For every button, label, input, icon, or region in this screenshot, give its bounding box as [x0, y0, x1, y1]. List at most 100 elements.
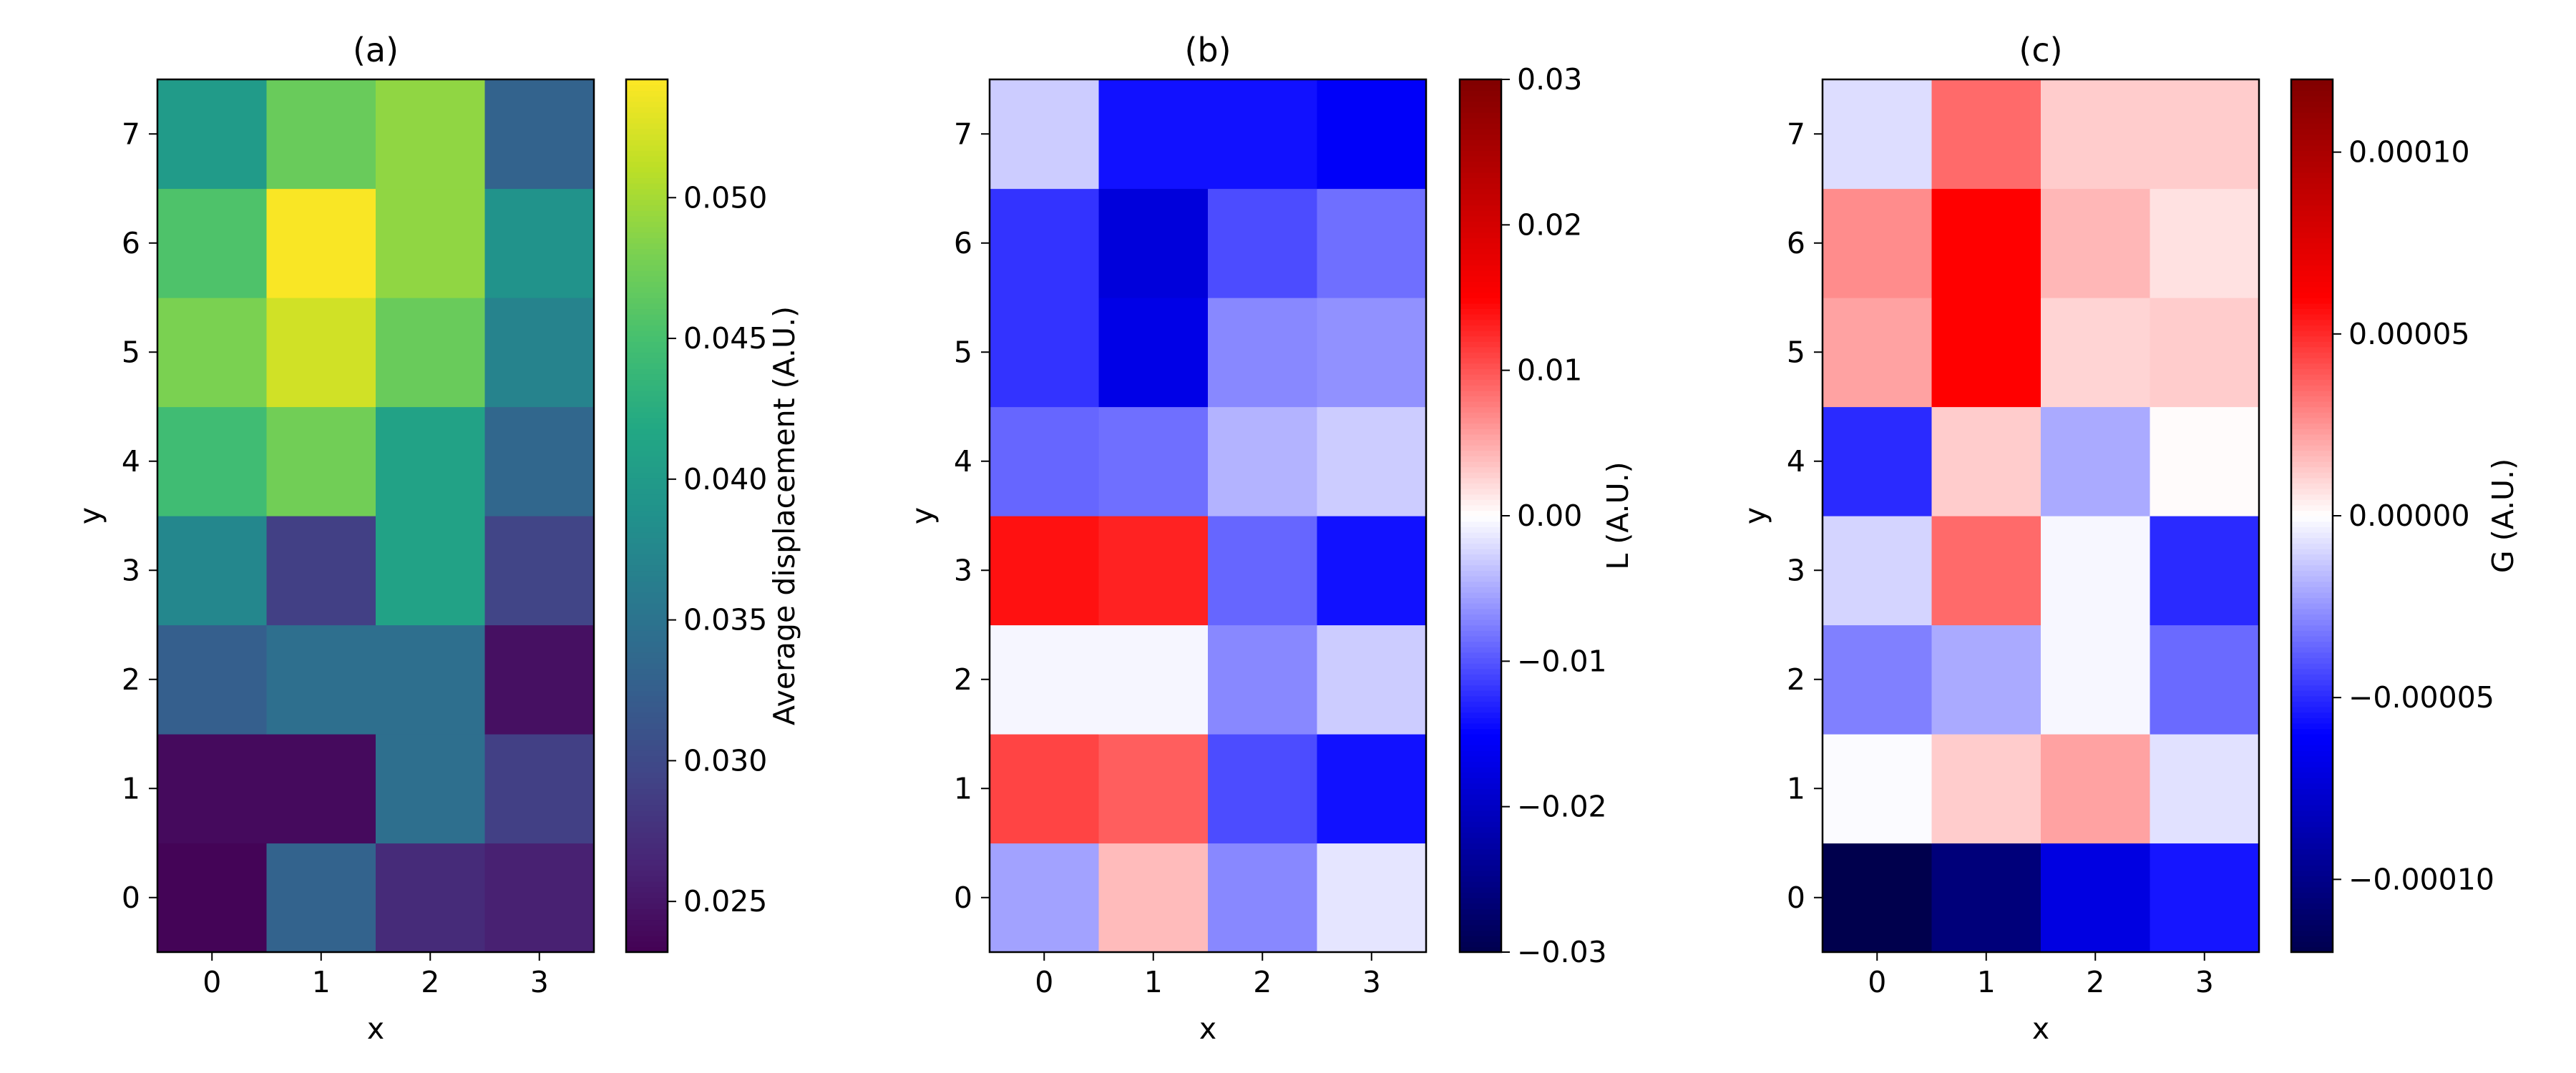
heatmap-cell — [1098, 298, 1209, 408]
colorbar-segment — [2291, 226, 2333, 233]
colorbar-segment — [1460, 941, 1501, 948]
colorbar-segment — [1460, 821, 1501, 828]
colorbar-segment — [2291, 117, 2333, 124]
colorbar-segment — [2291, 750, 2333, 757]
colorbar-segment — [2291, 685, 2333, 691]
heatmap-cell — [1823, 188, 1933, 298]
colorbar-segment — [626, 587, 668, 593]
colorbar-segment — [626, 788, 668, 795]
colorbar-segment — [2291, 144, 2333, 151]
colorbar-segment — [2291, 554, 2333, 560]
colorbar-segment — [2291, 679, 2333, 686]
heatmap-cell — [1208, 734, 1318, 844]
colorbar-segment — [626, 695, 668, 702]
colorbar-segment — [626, 368, 668, 375]
colorbar-segment — [2291, 783, 2333, 790]
colorbar-segment — [626, 826, 668, 833]
colorbar-segment — [626, 799, 668, 805]
heatmap-cell — [1931, 298, 2041, 408]
colorbar-segment — [626, 275, 668, 282]
colorbar-segment — [2291, 292, 2333, 298]
colorbar-segment — [2291, 368, 2333, 375]
colorbar-segment — [626, 84, 668, 92]
heatmap-cell — [1098, 734, 1209, 844]
colorbar-segment — [2291, 379, 2333, 386]
colorbar-segment — [1460, 668, 1501, 675]
colorbar-segment — [626, 155, 668, 162]
colorbar-segment — [1460, 254, 1501, 260]
heatmap-cell — [376, 516, 486, 626]
panel-title: (c) — [2019, 31, 2062, 69]
colorbar-segment — [1460, 843, 1501, 849]
heatmap-cell — [484, 79, 595, 190]
colorbar-segment — [1460, 652, 1501, 659]
colorbar-segment — [1460, 799, 1501, 805]
colorbar-segment — [1460, 101, 1501, 107]
colorbar-segment — [1460, 685, 1501, 691]
colorbar-segment — [2291, 674, 2333, 680]
colorbar-segment — [2291, 734, 2333, 740]
colorbar-segment — [626, 450, 668, 456]
colorbar-segment — [1460, 308, 1501, 315]
x-tick-label: 3 — [1362, 965, 1381, 999]
colorbar-segment — [626, 690, 668, 697]
colorbar-tick-label: 0.025 — [683, 884, 767, 918]
y-tick-label: 5 — [1787, 335, 1805, 369]
colorbar-segment — [626, 783, 668, 790]
heatmap-cell — [2041, 79, 2151, 190]
colorbar-segment — [626, 281, 668, 288]
colorbar-segment — [2291, 516, 2333, 522]
colorbar-segment — [2291, 450, 2333, 456]
heatmap-cell — [1317, 843, 1427, 953]
colorbar-segment — [2291, 624, 2333, 631]
x-tick-label: 0 — [1868, 965, 1886, 999]
colorbar-tick-label: 0.00 — [1517, 499, 1582, 533]
colorbar-segment — [1460, 783, 1501, 790]
colorbar-segment — [1460, 417, 1501, 424]
colorbar-tick-label: −0.00010 — [2348, 862, 2494, 896]
colorbar-segment — [1460, 335, 1501, 342]
colorbar-segment — [1460, 210, 1501, 217]
colorbar-segment — [626, 232, 668, 238]
colorbar-segment — [2291, 537, 2333, 544]
colorbar-segment — [2291, 330, 2333, 337]
colorbar-segment — [1460, 548, 1501, 555]
heatmap-cell — [2150, 298, 2260, 408]
colorbar-segment — [626, 199, 668, 206]
colorbar-segment — [626, 516, 668, 522]
colorbar-segment — [626, 494, 668, 500]
colorbar-segment — [2291, 755, 2333, 762]
colorbar-segment — [626, 117, 668, 124]
heatmap-cell — [484, 516, 595, 626]
colorbar-segment — [626, 504, 668, 511]
colorbar-segment — [626, 444, 668, 451]
colorbar-segment — [626, 499, 668, 506]
panel-title: (a) — [353, 31, 399, 69]
heatmap-cell — [1317, 406, 1427, 516]
colorbar-segment — [1460, 396, 1501, 402]
heatmap-cell — [1931, 843, 2041, 953]
colorbar-segment — [1460, 766, 1501, 773]
colorbar-segment — [626, 832, 668, 838]
colorbar-segment — [1460, 543, 1501, 549]
colorbar-segment — [2291, 521, 2333, 528]
colorbar-segment — [1460, 237, 1501, 244]
colorbar-segment — [626, 335, 668, 342]
colorbar-segment — [626, 396, 668, 402]
colorbar-segment — [2291, 832, 2333, 838]
colorbar-segment — [2291, 930, 2333, 936]
colorbar-segment — [1460, 903, 1501, 909]
colorbar-segment — [1460, 488, 1501, 495]
colorbar-segment — [2291, 433, 2333, 441]
colorbar-segment — [2291, 853, 2333, 861]
colorbar-segment — [626, 107, 668, 113]
colorbar-segment — [1460, 597, 1501, 604]
colorbar-segment — [626, 423, 668, 429]
heatmap-cell — [1823, 298, 1933, 408]
y-tick-label: 6 — [1787, 226, 1805, 260]
colorbar-segment — [1460, 662, 1501, 670]
colorbar-segment — [626, 930, 668, 936]
heatmap-cell — [1098, 516, 1209, 626]
colorbar-segment — [2291, 401, 2333, 408]
colorbar-segment — [1460, 319, 1501, 325]
